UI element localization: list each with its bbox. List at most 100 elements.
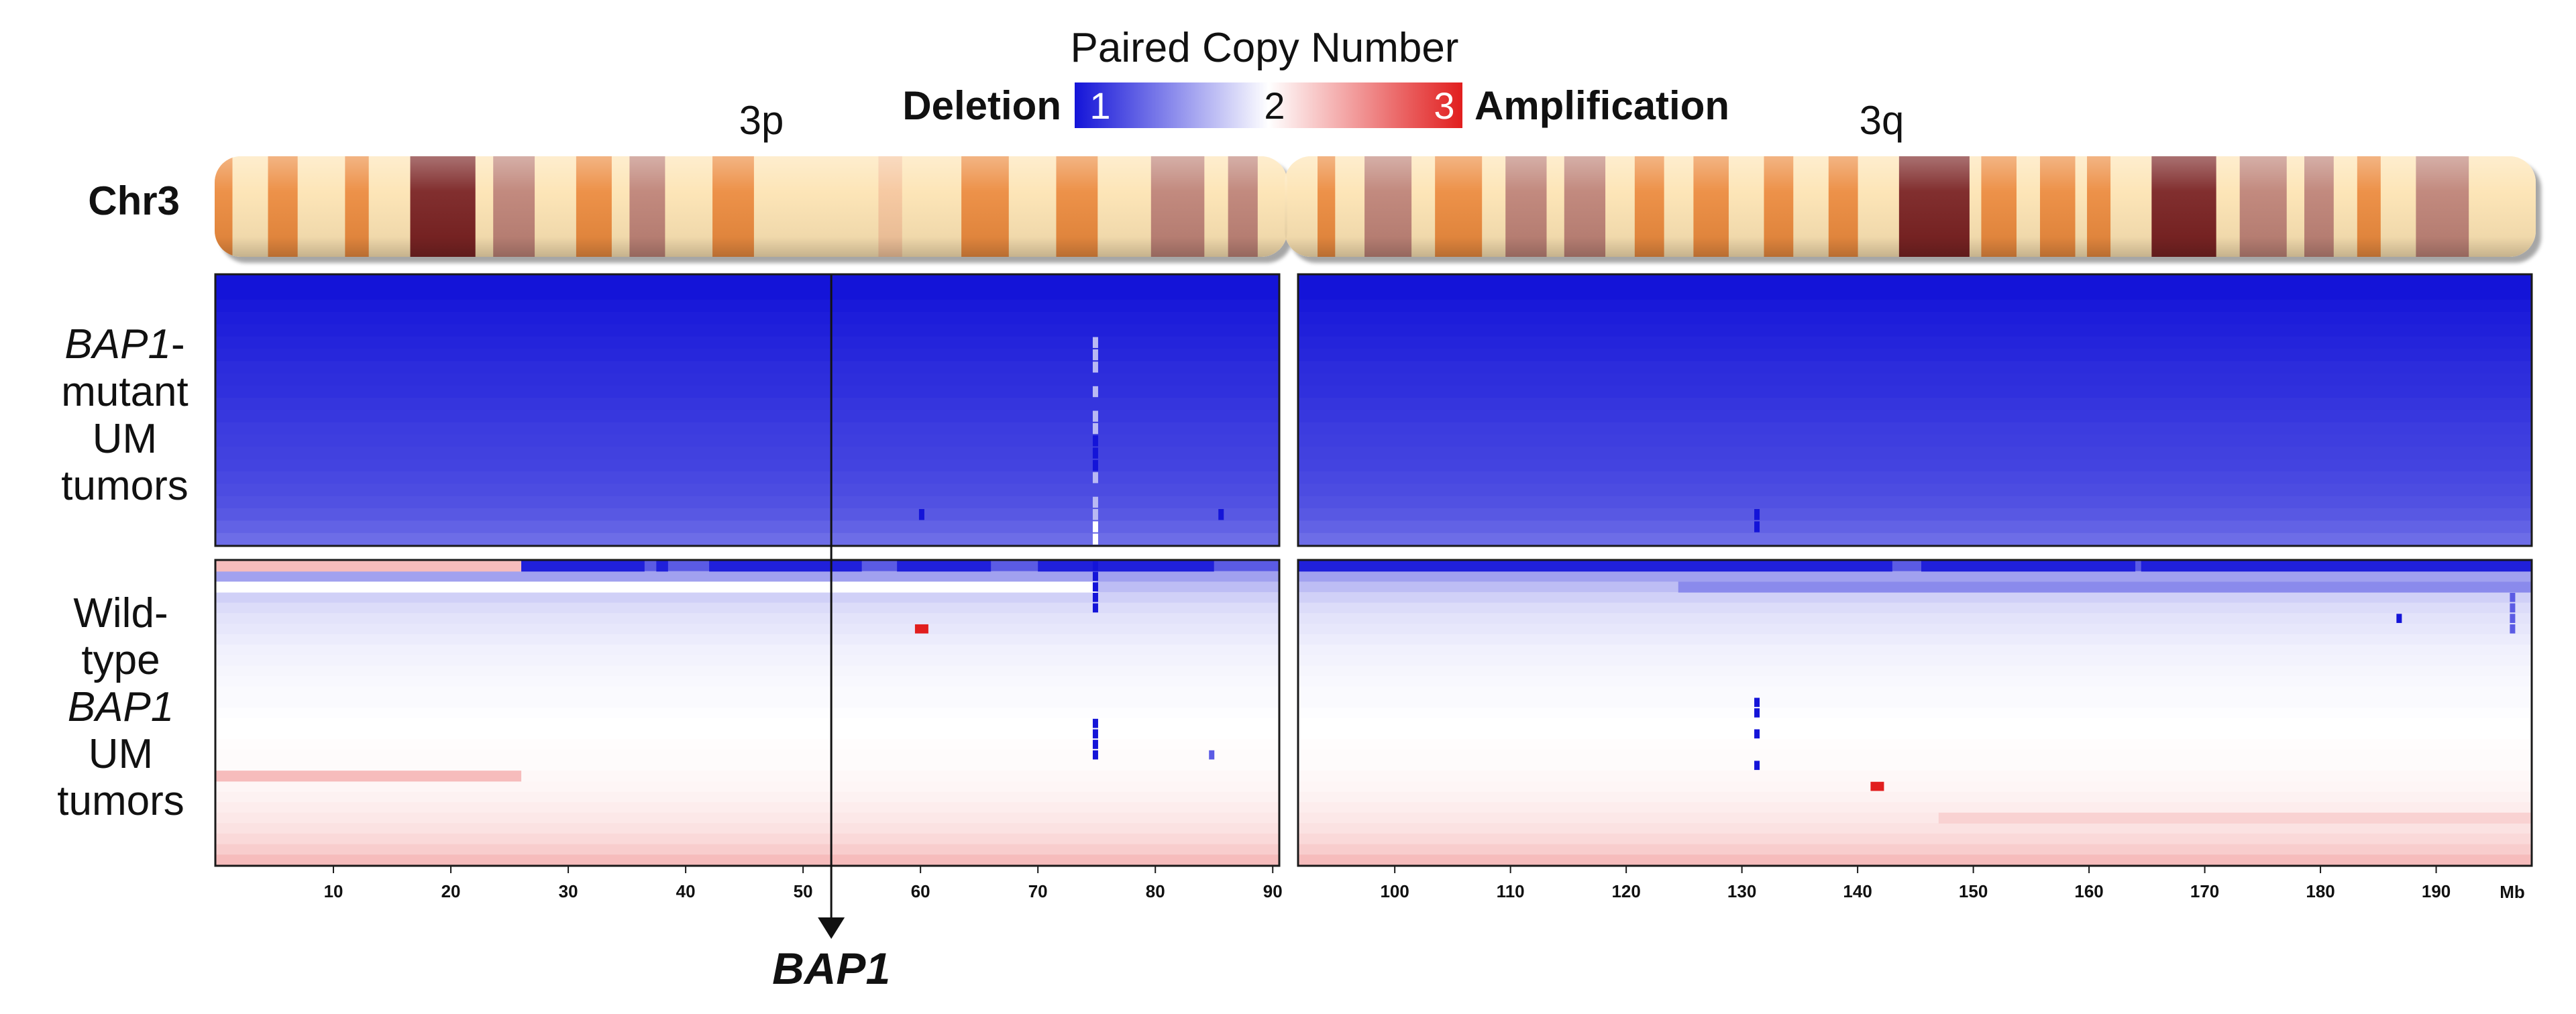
copy-number-event <box>2510 592 2516 602</box>
heatmap-row-cell <box>1299 634 2531 645</box>
heatmap-segment <box>521 561 645 572</box>
heatmap-row-cell <box>1299 644 2531 656</box>
heatmap-row-cell <box>1299 623 2531 635</box>
heatmap-segment <box>1921 561 2136 572</box>
heatmap-row-cell <box>216 665 1279 677</box>
heatmap-row-cell <box>216 613 1279 624</box>
heatmap-row-cell <box>1299 739 2531 750</box>
x-tick-label: 110 <box>1497 881 1525 901</box>
heatmap-row-cell <box>1299 410 2531 423</box>
bap1-marker <box>818 275 845 939</box>
x-tick-label: 170 <box>2190 881 2219 901</box>
copy-number-event <box>1092 718 1098 728</box>
copy-number-event <box>1092 729 1098 739</box>
heatmap-row-cell <box>1299 459 2531 472</box>
copy-number-event <box>1218 509 1224 520</box>
heatmap-panel-border <box>214 559 1281 867</box>
heatmap-row-cell <box>216 697 1279 708</box>
heatmap-row-cell <box>1299 655 2531 667</box>
copy-number-event <box>2510 624 2516 634</box>
copy-number-event <box>1754 708 1760 718</box>
heatmap-segment <box>2141 561 2531 572</box>
heatmap-row-cell <box>216 812 1279 824</box>
heatmap-segment <box>216 561 522 572</box>
arm-label-3p: 3p <box>739 98 784 143</box>
x-tick-label: 80 <box>1146 881 1165 901</box>
heatmap-row-cell <box>1299 520 2531 534</box>
group-label-gene: BAP1 <box>68 684 174 730</box>
heatmap-row-cell <box>216 287 1279 300</box>
copy-number-event <box>1870 781 1884 791</box>
heatmap-row-cell <box>216 749 1279 761</box>
copy-number-event <box>1754 729 1760 739</box>
heatmap-row-cell <box>1299 844 2531 855</box>
copy-number-event <box>914 624 928 634</box>
color-legend-bar <box>1075 82 1462 128</box>
x-tick-label: 10 <box>324 881 343 901</box>
heatmap-row-cell <box>1299 665 2531 677</box>
x-tick-label: 50 <box>794 881 813 901</box>
heatmap-row-cell <box>1299 275 2531 288</box>
heatmap-row-cell <box>216 592 1279 604</box>
heatmap-row-cell <box>1299 823 2531 834</box>
x-tick-label: 160 <box>2074 881 2103 901</box>
heatmap-segment <box>709 561 862 572</box>
copy-number-event <box>1092 435 1098 447</box>
heatmap-row-cell <box>216 496 1279 509</box>
heatmap-row-cell <box>1299 602 2531 614</box>
group-label-line: tumors <box>61 463 188 509</box>
heatmap-segment <box>1938 812 2531 824</box>
heatmap-row-cell <box>216 385 1279 398</box>
heatmap-row-cell <box>216 602 1279 614</box>
heatmap-segment <box>1038 561 1214 572</box>
heatmap-row-cell <box>1299 771 2531 782</box>
bap1-gene-label: BAP1 <box>772 944 890 993</box>
heatmap-segment <box>897 561 991 572</box>
group-label-line: mutant <box>61 369 189 415</box>
heatmap-row-cell <box>216 311 1279 325</box>
heatmap-row-cell <box>216 728 1279 740</box>
heatmap-row-cell <box>216 644 1279 656</box>
heatmap-row-cell <box>1299 697 2531 708</box>
heatmap-row-cell <box>1299 781 2531 793</box>
chart-title: Paired Copy Number <box>1071 25 1459 71</box>
heatmap-row-cell <box>1299 760 2531 771</box>
heatmap-row-cell <box>1299 287 2531 300</box>
heatmap-row-cell <box>1299 471 2531 485</box>
heatmap-row-cell <box>216 348 1279 361</box>
x-tick-label: 120 <box>1611 881 1640 901</box>
heatmap-row-cell <box>1299 718 2531 730</box>
group-label-line: UM <box>89 731 153 777</box>
heatmap-row-cell <box>1299 708 2531 719</box>
heatmap-row-cell <box>1299 676 2531 687</box>
copy-number-event <box>1092 386 1098 398</box>
legend-tick-1: 1 <box>1089 84 1110 127</box>
heatmap-segment <box>656 561 668 572</box>
heatmap-row-cell <box>216 484 1279 497</box>
copy-number-event <box>1754 697 1760 708</box>
copy-number-event <box>2396 614 2402 623</box>
heatmap-row-cell <box>216 623 1279 635</box>
heatmap-row-cell <box>1299 532 2531 546</box>
copy-number-event <box>1092 750 1098 760</box>
heatmap-row-cell <box>1299 802 2531 813</box>
copy-number-event <box>1754 521 1760 532</box>
legend-deletion-label: Deletion <box>902 83 1061 128</box>
heatmap-group-0 <box>214 273 2533 547</box>
chromosome-arm-q-shading <box>1285 156 2536 257</box>
heatmap-row-cell <box>1299 336 2531 349</box>
heatmap-row-cell <box>216 275 1279 288</box>
heatmap-row-cell <box>216 471 1279 485</box>
x-tick-label: 140 <box>1843 881 1872 901</box>
bap1-arrow-head <box>818 917 845 939</box>
heatmap-row-cell <box>1299 613 2531 624</box>
copy-number-event <box>1092 459 1098 471</box>
heatmap-row-cell <box>1299 311 2531 325</box>
heatmap-row-cell <box>216 634 1279 645</box>
copy-number-event <box>918 509 924 520</box>
x-tick-label: 150 <box>1959 881 1988 901</box>
legend-amplification-label: Amplification <box>1474 83 1729 128</box>
heatmap-row-cell <box>216 686 1279 698</box>
heatmap-row-cell <box>216 508 1279 521</box>
